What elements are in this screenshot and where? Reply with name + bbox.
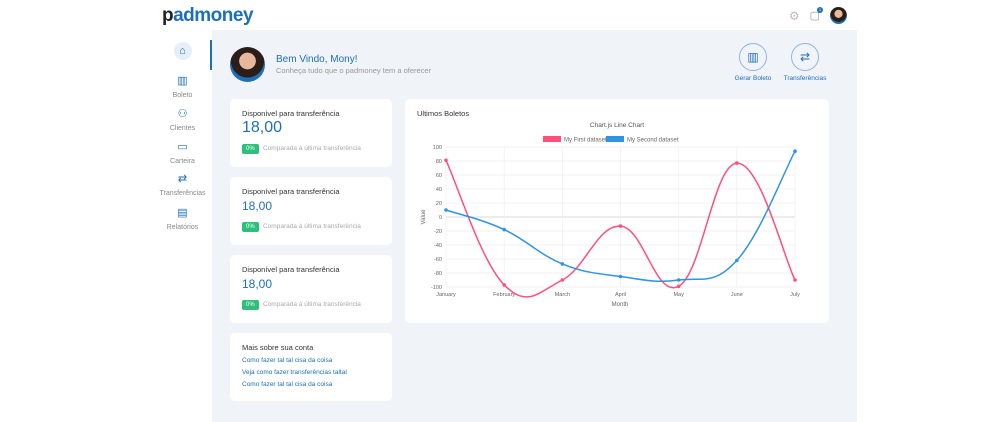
x-tick-label: May [673,292,684,298]
gear-icon[interactable]: ⚙ [788,8,800,23]
sidebar-label: Carteira [170,158,195,165]
help-link[interactable]: Como fazer tal tal cisa da coisa [242,381,333,388]
notification-badge: 1 [817,7,823,13]
data-point [618,274,623,279]
x-tick-label: February [493,292,515,298]
action-label: Gerar Boleto [734,75,772,82]
balance-card: Disponível para transferência 18,00 0% C… [230,255,392,323]
data-point [793,278,797,282]
y-tick-label: -20 [434,229,442,235]
y-tick-label: 0 [439,215,442,221]
sidebar-label: Relatórios [166,224,199,231]
x-axis-label: Month [612,302,629,308]
help-link[interactable]: Veja como fazer transferências taltal [242,369,347,376]
card-title: Mais sobre sua conta [242,343,314,352]
card-compare: Comparada à última transferência [263,301,361,308]
card-title: Disponível para transferência [242,265,340,274]
percent-badge: 0% [242,222,259,232]
notification-icon[interactable]: ▢ 1 [809,7,823,22]
welcome-avatar [230,47,265,82]
transfer-icon: ⇄ [177,173,188,185]
balance-card: Disponível para transferência 18,00 0% C… [230,99,392,167]
y-axis-label: Value [421,209,427,225]
data-point [676,278,681,282]
data-point [560,278,565,282]
percent-badge: 0% [242,300,259,310]
y-tick-label: -40 [434,243,442,249]
logo-text: admoney [173,5,254,26]
sidebar-label: Clientes [169,125,196,132]
home-icon: ⌂ [173,42,192,60]
help-link[interactable]: Como fazer tal tal cisa da coisa [242,357,333,364]
x-tick-label: January [436,292,456,298]
legend-swatch [543,136,561,142]
sidebar: ⌂ ▥ Boleto ⚇ Clientes ▭ Carteira ⇄ Transferê… [153,30,212,422]
data-point [793,149,797,153]
chart-card: Ultimos Boletos Chart.js Line Chart My Fi… [405,99,829,323]
legend-label: My Second dataset [627,138,679,144]
logo[interactable]: padmoney [162,5,254,27]
barcode-icon: ▥ [739,43,767,71]
card-value: 18,00 [242,199,273,213]
barcode-icon: ▥ [177,75,188,87]
action-label: Transferências [783,75,827,82]
data-point [502,283,506,287]
sidebar-item-transferencias[interactable]: ⇄ Transferências [153,170,212,197]
user-avatar[interactable] [830,7,847,24]
data-point [560,262,565,266]
welcome-subtitle: Conheça tudo que o padmoney tem a oferec… [276,66,432,75]
y-tick-label: 80 [436,159,442,165]
card-value: 18,00 [242,119,283,136]
line-chart: Chart.js Line Chart My First dataset My Se… [421,122,800,308]
sidebar-label: Transferências [159,190,206,197]
card-title: Disponível para transferência [242,109,340,118]
sidebar-item-carteira[interactable]: ▭ Carteira [153,138,212,165]
legend-label: My First dataset [564,138,607,144]
sidebar-item-relatorios[interactable]: ▤ Relatórios [153,204,212,231]
card-title: Disponível para transferência [242,187,340,196]
sidebar-item-home[interactable]: ⌂ [153,42,212,60]
more-card: Mais sobre sua conta Como fazer tal tal … [230,333,392,401]
wallet-icon: ▭ [177,141,188,153]
header: padmoney ⚙ ▢ 1 [153,0,857,30]
y-tick-label: -100 [431,285,442,291]
data-point [444,208,448,212]
y-tick-label: -80 [434,271,442,277]
transferencias-button[interactable]: ⇄ Transferências [775,43,835,82]
data-point [676,284,681,289]
balance-card: Disponível para transferência 18,00 0% C… [230,177,392,245]
transfer-icon: ⇄ [791,43,819,71]
card-compare: Comparada à última transferência [263,223,361,230]
x-tick-label: March [555,292,570,298]
gerar-boleto-button[interactable]: ▥ Gerar Boleto [723,43,783,82]
y-tick-label: 40 [436,187,442,193]
welcome-title: Bem Vindo, Mony! [276,54,358,65]
chart-card-title: Ultimos Boletos [417,109,470,118]
card-value: 18,00 [242,277,273,291]
data-point [618,224,623,228]
y-tick-label: 60 [436,173,442,179]
users-icon: ⚇ [177,108,188,120]
sidebar-label: Boleto [172,92,193,99]
logo-mark: p [162,5,174,26]
y-tick-label: 20 [436,201,442,207]
data-point [502,227,506,232]
active-indicator [210,40,212,70]
chart-title: Chart.js Line Chart [590,122,644,129]
table-icon: ▤ [177,207,188,219]
data-point [735,258,739,263]
app-frame: padmoney ⚙ ▢ 1 ⌂ ▥ Boleto ⚇ Clientes ▭ Carte… [153,0,857,422]
sidebar-item-clientes[interactable]: ⚇ Clientes [153,105,212,132]
data-point [444,158,448,163]
percent-badge: 0% [242,144,259,154]
x-tick-label: July [790,292,800,298]
card-compare: Comparada à última transferência [263,145,361,152]
y-tick-label: 100 [433,145,442,151]
x-tick-label: June [731,292,743,298]
data-point [735,161,739,165]
x-tick-label: April [615,292,626,298]
sidebar-item-boleto[interactable]: ▥ Boleto [153,72,212,99]
legend-swatch [606,136,624,142]
y-tick-label: -60 [434,257,442,263]
